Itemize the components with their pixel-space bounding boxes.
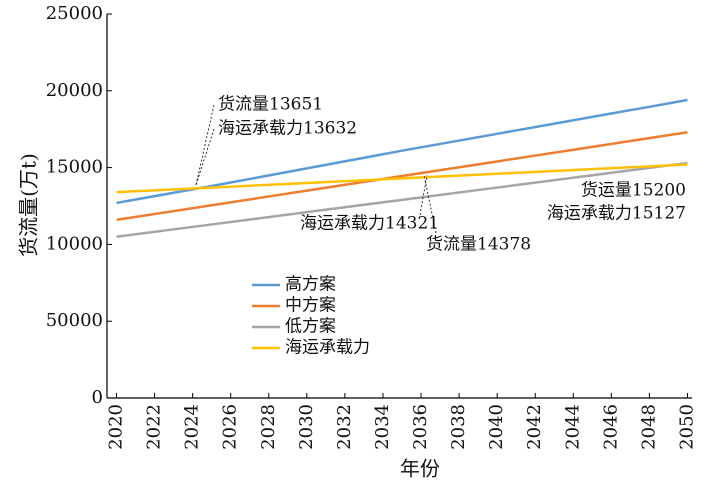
y-tick-label: 25000 [46,3,103,24]
annotation: 海运承载力14321 [300,214,439,234]
x-tick-label: 2034 [372,404,393,450]
series-line [116,161,688,238]
x-tick-label: 2020 [106,404,127,450]
x-tick-label: 2050 [676,404,697,450]
y-tick-label: 20000 [46,80,103,101]
annotation: 海运承载力13632 [218,119,357,139]
series-line [116,98,688,205]
x-tick-label: 2042 [524,404,545,450]
x-tick-label: 2030 [296,404,317,450]
leader-line [195,104,215,186]
leader-line [419,174,428,216]
annotation: 货流量13651 [218,95,323,115]
y-tick-label: 50000 [46,310,103,331]
legend-label: 海运承载力 [285,338,370,358]
x-axis-label: 年份 [400,457,440,481]
series-line [116,131,688,222]
annotation: 海运承载力15127 [547,204,686,224]
x-tick-label: 2038 [448,404,469,450]
x-tick-label: 2036 [410,404,431,450]
x-tick-label: 2022 [144,404,165,450]
annotation: 货运量15200 [581,181,686,201]
x-tick-label: 2028 [258,404,279,450]
x-tick-label: 2046 [600,404,621,450]
y-tick-label: 10000 [46,233,103,254]
legend-label: 高方案 [285,275,336,295]
x-tick-label: 2026 [220,404,241,450]
x-tick-label: 2044 [562,404,583,450]
leader-line [423,174,437,234]
legend-label: 中方案 [285,296,336,316]
y-tick-label: 0 [92,387,103,408]
y-tick-label: 15000 [46,157,103,178]
x-tick-label: 2024 [182,404,203,450]
y-axis-label: 货流量(万t) [17,153,41,257]
x-tick-label: 2048 [638,404,659,450]
series-line [116,163,688,194]
leader-line [195,128,215,186]
annotation: 货流量14378 [426,235,531,255]
legend-label: 低方案 [285,317,336,337]
x-tick-label: 2040 [486,404,507,450]
x-tick-label: 2032 [334,404,355,450]
